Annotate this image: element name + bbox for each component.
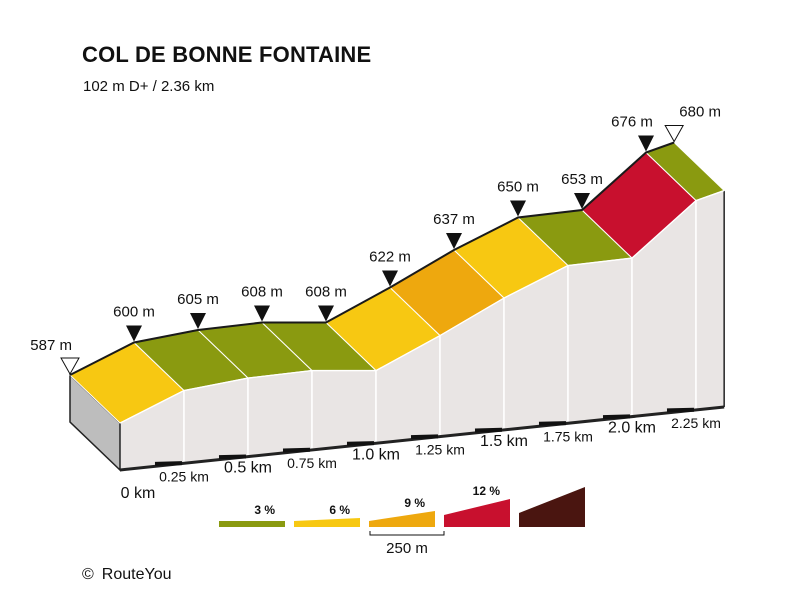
distance-label: 0 km <box>121 485 156 502</box>
elevation-label: 676 m <box>611 114 653 131</box>
legend-swatch-grade-6 <box>294 518 360 527</box>
profile-side-panel <box>695 189 725 411</box>
elevation-label: 605 m <box>177 291 219 308</box>
legend-swatch-grade-12 <box>444 499 510 527</box>
profile-side-panel <box>311 369 377 451</box>
elevation-marker <box>638 135 654 152</box>
elevation-marker <box>318 305 334 322</box>
brand-name: RouteYou <box>101 566 172 583</box>
legend-scale-bar <box>369 531 445 536</box>
elevation-label: 608 m <box>241 284 283 301</box>
elevation-label: 637 m <box>433 211 475 228</box>
distance-tick <box>282 447 311 453</box>
elevation-marker <box>446 233 462 249</box>
elevation-marker <box>510 200 526 217</box>
distance-label: 0.75 km <box>287 455 337 471</box>
legend-label: 3 % <box>254 503 275 517</box>
profile-side-panel <box>247 369 313 458</box>
legend-label: 12 % <box>473 484 501 498</box>
elevation-label: 653 m <box>561 171 603 188</box>
elevation-marker <box>382 270 398 287</box>
legend-swatch-grade-9 <box>369 511 435 527</box>
elevation-label: 622 m <box>369 249 411 266</box>
distance-tick <box>538 421 567 426</box>
distance-tick <box>346 441 375 446</box>
distance-label: 1.0 km <box>352 446 400 463</box>
elevation-label: 608 m <box>305 284 347 301</box>
distance-label: 1.5 km <box>480 433 528 450</box>
elevation-label: 650 m <box>497 179 539 196</box>
copyright-symbol: © <box>82 566 94 583</box>
elevation-marker-open <box>60 357 80 376</box>
chart-subtitle: 102 m D+ / 2.36 km <box>83 78 215 95</box>
distance-tick <box>602 414 631 420</box>
distance-label: 0.25 km <box>159 468 209 484</box>
elevation-marker <box>126 325 142 342</box>
distance-tick <box>666 407 695 413</box>
legend-swatch-grade-3 <box>219 521 285 527</box>
elevation-markers: 587 m 600 m 605 m 608 m 608 m 622 m 637 m 650 m… <box>30 104 721 376</box>
legend-swatch-grade-max <box>519 487 585 527</box>
elevation-marker-open <box>664 125 685 143</box>
elevation-marker <box>574 193 590 209</box>
profile-surface <box>69 141 726 424</box>
profile-front-edge <box>119 189 725 424</box>
copyright-notice: © RouteYou <box>82 566 172 584</box>
distance-label: 2.0 km <box>608 420 656 437</box>
profile-side-panel <box>567 257 633 425</box>
profile-side-panel <box>183 377 249 465</box>
elevation-label: 587 m <box>30 337 72 354</box>
legend-label: 6 % <box>329 503 350 517</box>
distance-axis: 0 km0.25 km 0.5 km 0.75 km 1.0 km 1.25 km 1.5… <box>121 407 721 502</box>
chart-title: COL DE BONNE FONTAINE <box>82 42 372 67</box>
distance-label: 2.25 km <box>671 415 721 431</box>
elevation-label: 680 m <box>679 104 721 121</box>
profile-ridge-line <box>69 141 675 376</box>
legend-label: 9 % <box>404 496 425 510</box>
distance-tick <box>410 434 439 440</box>
distance-label: 1.25 km <box>415 442 465 458</box>
distance-tick <box>474 427 503 433</box>
elevation-label: 600 m <box>113 304 155 321</box>
elevation-marker <box>254 305 270 322</box>
legend-scale-label: 250 m <box>386 540 428 557</box>
distance-label: 1.75 km <box>543 428 593 444</box>
distance-tick <box>218 454 247 460</box>
distance-label: 0.5 km <box>224 460 272 477</box>
elevation-marker <box>190 313 206 329</box>
gradient-legend: 3 % 6 % 9 % 12 % 250 m <box>219 484 585 557</box>
distance-tick <box>154 461 183 466</box>
